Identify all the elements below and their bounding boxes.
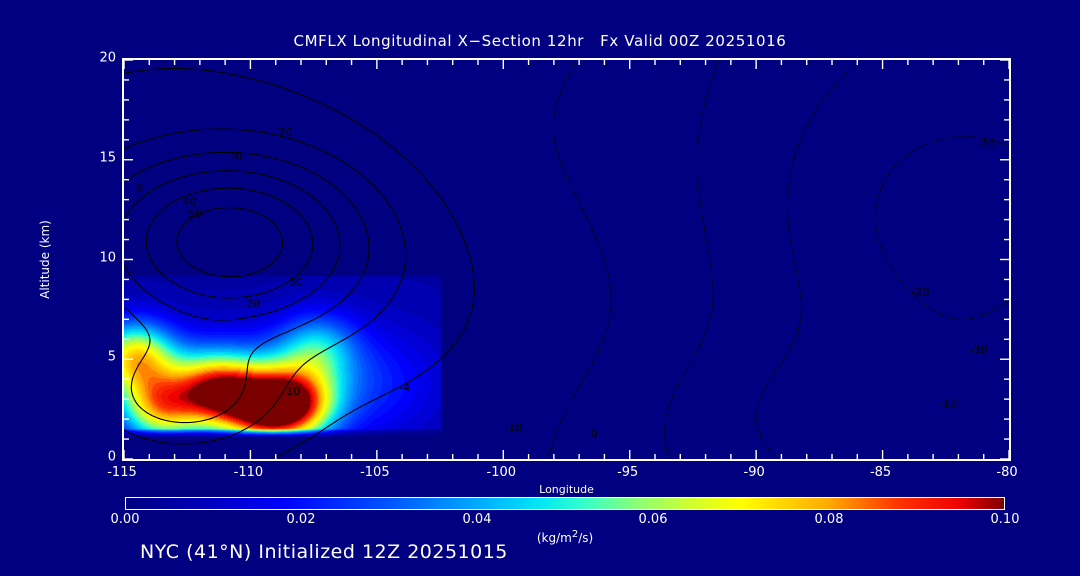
- contour-label: 20: [279, 126, 293, 139]
- contour-label: 30: [289, 275, 303, 288]
- contour-label: -4: [399, 381, 410, 394]
- colorbar: [125, 497, 1005, 510]
- colorbar-units-label: (kg/m2/s): [125, 529, 1005, 545]
- shaded-field-canvas: [124, 60, 1009, 459]
- contour-line--20: [664, 60, 720, 459]
- contour-line-30: [124, 170, 341, 321]
- contour-label: -20: [912, 285, 930, 298]
- x-tick-label: -80: [996, 465, 1018, 480]
- contour-label: 30: [228, 150, 242, 163]
- x-axis-title: Longitude: [539, 483, 594, 496]
- colorbar-tick-label: 0.08: [814, 512, 844, 527]
- contour-line-0: [124, 67, 475, 459]
- colorbar-tick-label: 0.00: [110, 512, 140, 527]
- figure-caption: NYC (41°N) Initialized 12Z 20251015: [140, 541, 508, 563]
- y-tick-label: 20: [99, 50, 116, 66]
- contour-line--40: [875, 136, 1009, 320]
- chart-title: CMFLX Longitudinal X−Section 12hr Fx Val…: [293, 32, 787, 50]
- contour-label: 0: [591, 427, 598, 440]
- x-tick-label: -95: [617, 465, 639, 480]
- x-tick-label: -100: [486, 465, 517, 480]
- contour-label: -20: [977, 138, 995, 151]
- contour-label: -10: [939, 397, 957, 410]
- x-tick-label: -115: [107, 465, 137, 480]
- colorbar-tick-label: 0.06: [638, 512, 668, 527]
- colorbar-tick-label: 0.04: [462, 512, 492, 527]
- x-tick-label: -90: [743, 465, 765, 480]
- plot-area: 50 40 30 20 20 30 10 0 -10 -10 -20 -20 -30 -4 5: [122, 58, 1011, 461]
- colorbar-tick-labels: 0.00 0.02 0.04 0.06 0.08 0.10: [111, 512, 1020, 530]
- contour-line--10: [547, 60, 612, 459]
- x-tick-label: -110: [233, 465, 264, 480]
- y-tick-label: 5: [107, 349, 116, 365]
- contour-label: 50: [188, 208, 202, 221]
- contour-line-10: [124, 128, 407, 445]
- axis-ticks: [124, 60, 1009, 459]
- contour-label: 20: [246, 297, 260, 310]
- y-tick-label: 10: [99, 250, 116, 265]
- y-tick-label: 15: [99, 150, 116, 166]
- contour-line-50: [176, 207, 284, 278]
- contour-label: 10: [286, 385, 300, 398]
- plot-canvas-wrapper: 50 40 30 20 20 30 10 0 -10 -10 -20 -20 -30 -4 5: [124, 60, 1009, 459]
- x-axis-tick-labels: -115 -110 -105 -100 -95 -90 -85 -80: [107, 465, 1017, 485]
- y-tick-label: 0: [107, 449, 116, 465]
- contour-label: 5: [136, 182, 143, 195]
- contour-line-20: [124, 151, 370, 424]
- colorbar-tick-label: 0.02: [286, 512, 316, 527]
- x-tick-label: -85: [869, 465, 892, 480]
- contour-label: 40: [183, 196, 197, 209]
- x-tick-label: -105: [360, 465, 390, 480]
- contour-label: -30: [970, 343, 988, 356]
- y-axis-title: Altitude (km): [38, 220, 52, 299]
- contour-line--30: [755, 60, 861, 459]
- colorbar-units-text: (kg/m2/s): [536, 529, 594, 545]
- contour-line-40: [145, 187, 314, 299]
- colorbar-tick-label: 0.10: [990, 512, 1020, 527]
- y-axis-tick-labels: 0 5 10 15 20: [86, 51, 116, 465]
- contour-label: -10: [504, 421, 522, 434]
